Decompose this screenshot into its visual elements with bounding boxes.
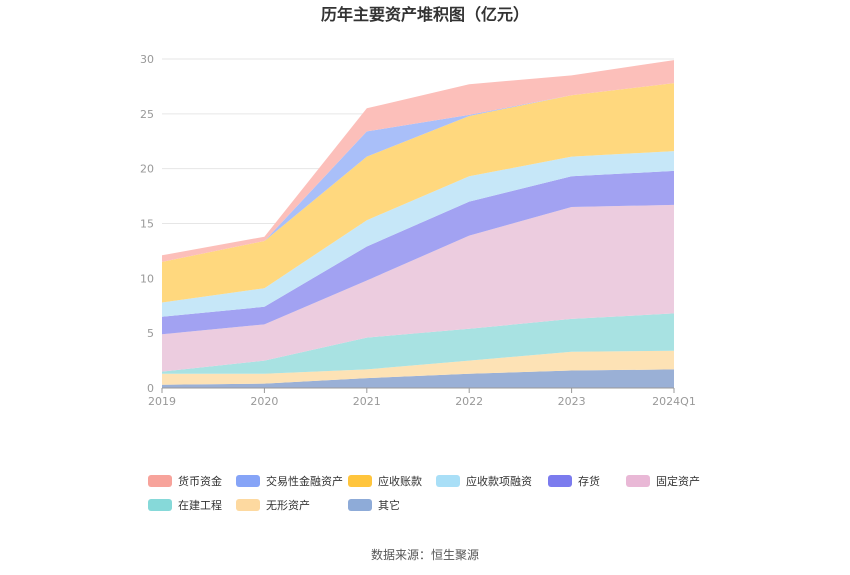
- legend-swatch: [348, 499, 372, 511]
- x-tick-label: 2023: [558, 395, 586, 408]
- x-tick-label: 2020: [250, 395, 278, 408]
- y-tick-label: 30: [140, 53, 154, 66]
- legend-label: 应收账款: [378, 474, 422, 488]
- x-tick-label: 2022: [455, 395, 483, 408]
- legend-label: 应收款项融资: [466, 474, 532, 488]
- area-1: [162, 350, 674, 385]
- legend-label: 交易性金融资产: [266, 474, 343, 488]
- area-2: [162, 313, 674, 374]
- x-tick-label: 2021: [353, 395, 381, 408]
- y-axis-ticks: 0 5 10 15 20 25 30: [140, 53, 154, 395]
- area-3: [162, 204, 674, 372]
- y-tick-label: 15: [140, 218, 154, 231]
- legend-swatch: [626, 475, 650, 487]
- area-0: [162, 369, 674, 388]
- y-tick-label: 5: [147, 327, 154, 340]
- area-7: [162, 83, 674, 262]
- x-axis-ticks: 2019 2020 2021 2022 2023 2024Q1: [148, 395, 696, 408]
- y-tick-label: 10: [140, 272, 154, 285]
- legend-label: 其它: [378, 498, 400, 512]
- legend-swatch: [148, 499, 172, 511]
- x-tick-label: 2019: [148, 395, 176, 408]
- axes: [161, 387, 675, 393]
- legend-swatch: [436, 475, 460, 487]
- legend-swatch: [236, 475, 260, 487]
- area-5: [162, 151, 674, 317]
- legend-label: 在建工程: [178, 498, 222, 512]
- legend-label: 存货: [578, 474, 600, 488]
- area-6: [162, 83, 674, 303]
- legend-swatch: [236, 499, 260, 511]
- legend-label: 固定资产: [656, 474, 700, 488]
- data-source: 数据来源：恒生聚源: [371, 547, 479, 562]
- legend-swatch: [148, 475, 172, 487]
- area-8: [162, 60, 674, 262]
- y-tick-label: 25: [140, 108, 154, 121]
- y-tick-label: 0: [147, 382, 154, 395]
- legend-label: 货币资金: [178, 474, 222, 488]
- y-tick-label: 20: [140, 163, 154, 176]
- legend-swatch: [548, 475, 572, 487]
- chart-title: 历年主要资产堆积图（亿元）: [321, 5, 529, 24]
- legend-swatch: [348, 475, 372, 487]
- area-4: [162, 170, 674, 335]
- legend-label: 无形资产: [266, 498, 310, 512]
- x-tick-label: 2024Q1: [652, 395, 696, 408]
- area-series: [162, 60, 674, 388]
